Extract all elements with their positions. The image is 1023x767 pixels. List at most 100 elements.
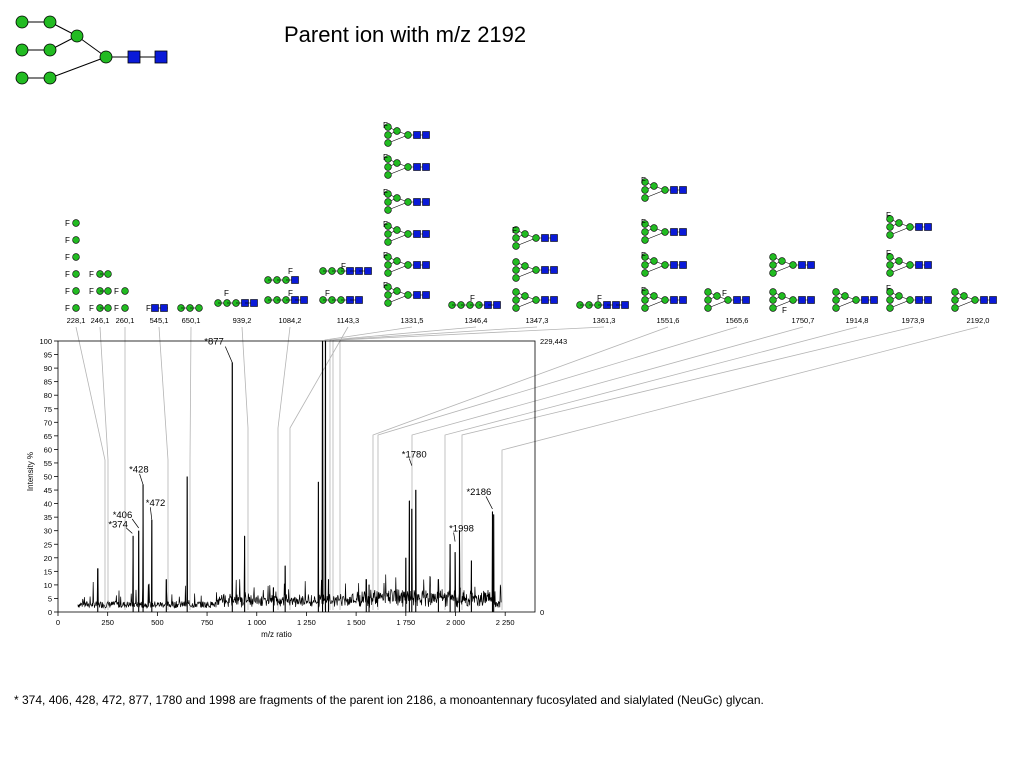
galactose-icon [951,296,959,304]
fragment-connector-line [189,326,192,610]
annotation-leader [149,507,153,520]
glcnac-icon [250,299,258,307]
galactose-icon [384,131,392,139]
galactose-icon [886,215,894,223]
fucose-mark: F [288,289,293,298]
galactose-icon [895,292,903,300]
fragment-structure: F [448,294,501,309]
galactose-icon [789,261,797,269]
fragment-structure [832,288,878,312]
galactose-icon [104,304,112,312]
galactose-icon [641,186,649,194]
fucose-mark: F [65,219,70,228]
peak-annotation: *1780 [402,450,427,461]
x-tick-label: 0 [56,618,60,627]
galactose-icon [72,236,80,244]
glcnac-icon [493,301,501,309]
glcnac-icon [422,230,430,238]
glcnac-icon [413,261,421,269]
galactose-icon [384,299,392,307]
fragment-mz-label: 1565,6 [726,316,749,325]
y-tick-label: 60 [44,445,52,454]
fucose-mark: F [886,211,891,220]
fragment-structure: F [576,294,629,309]
y-tick-label: 45 [44,486,52,495]
fragment-mz-label: 1973,9 [902,316,925,325]
y-tick-label: 95 [44,351,52,360]
fucose-mark: F [89,304,94,313]
galactose-icon [641,236,649,244]
fucose-mark: F [641,251,646,260]
galactose-icon [384,238,392,246]
galactose-icon [512,304,520,312]
fucose-mark: F [65,287,70,296]
galactose-icon [895,257,903,265]
galactose-icon [384,283,392,291]
galactose-icon [724,296,732,304]
fucose-mark: F [89,270,94,279]
annotation-leader [139,473,144,485]
fucose-mark: F [65,304,70,313]
annotation-leader [408,458,413,466]
galactose-icon [384,253,392,261]
fragment-structure: F [512,226,558,312]
galactose-icon [512,234,520,242]
fragment-mz-label: 260,1 [116,316,135,325]
peak-annotations: *374*406 *428 *472 *877 *1780 *1998 *2186 [108,337,493,542]
galactose-icon [852,296,860,304]
galactose-icon [384,155,392,163]
fucose-mark: F [641,176,646,185]
peak-annotation: *406 [113,510,133,521]
glcnac-icon [670,186,678,194]
galactose-icon [641,296,649,304]
galactose-icon [650,182,658,190]
fucose-mark: F [512,226,517,235]
galactose-icon [404,230,412,238]
fucose-mark: F [782,306,787,315]
galactose-icon [72,304,80,312]
spectrum-axes: 0 5 10 15 20 25 30 35 40 45 50 55 60 65 70 75 80 85 90 95 10… [26,337,567,639]
galactose-icon [841,292,849,300]
fragment-connector-line [277,326,291,610]
glcnac-icon [422,198,430,206]
glcnac-icon [550,234,558,242]
fragment-structure [177,304,203,312]
fragment-structure: FFF [89,270,112,313]
galactose-icon [404,198,412,206]
galactose-icon [641,253,649,261]
galactose-icon [104,287,112,295]
galactose-icon [971,296,979,304]
fragment-mz-label: 1551,6 [657,316,680,325]
galactose-icon [404,163,412,171]
glcnac-icon [541,234,549,242]
glcnac-icon [924,261,932,269]
fucose-mark: F [641,218,646,227]
galactose-icon [532,266,540,274]
fragment-mz-label: 650,1 [182,316,201,325]
glcnac-icon [679,296,687,304]
fragment-structure: FF [114,287,129,313]
galactose-icon [512,242,520,250]
galactose-icon [521,292,529,300]
glcnac-icon [670,296,678,304]
fragment-structure: F [769,253,815,315]
x-tick-label: 2 000 [446,618,465,627]
right-axis-min-label: 0 [540,608,544,617]
fucose-mark: F [383,281,388,290]
galactose-icon [778,257,786,265]
annotation-leader [453,532,456,542]
galactose-icon [393,127,401,135]
fragment-labels: 228,1 246,1 260,1 545,1 650,1 939,2 1084,2 1143… [67,316,990,325]
x-tick-label: 500 [151,618,164,627]
fragment-mz-label: 228,1 [67,316,86,325]
fucose-mark: F [65,253,70,262]
galactose-icon [512,226,520,234]
galactose-icon [512,258,520,266]
galactose-icon [393,287,401,295]
y-tick-label: 100 [39,337,52,346]
fucose-mark: F [597,294,602,303]
glcnac-icon [924,223,932,231]
fragment-connector-line [329,326,477,610]
fucose-mark: F [65,270,70,279]
